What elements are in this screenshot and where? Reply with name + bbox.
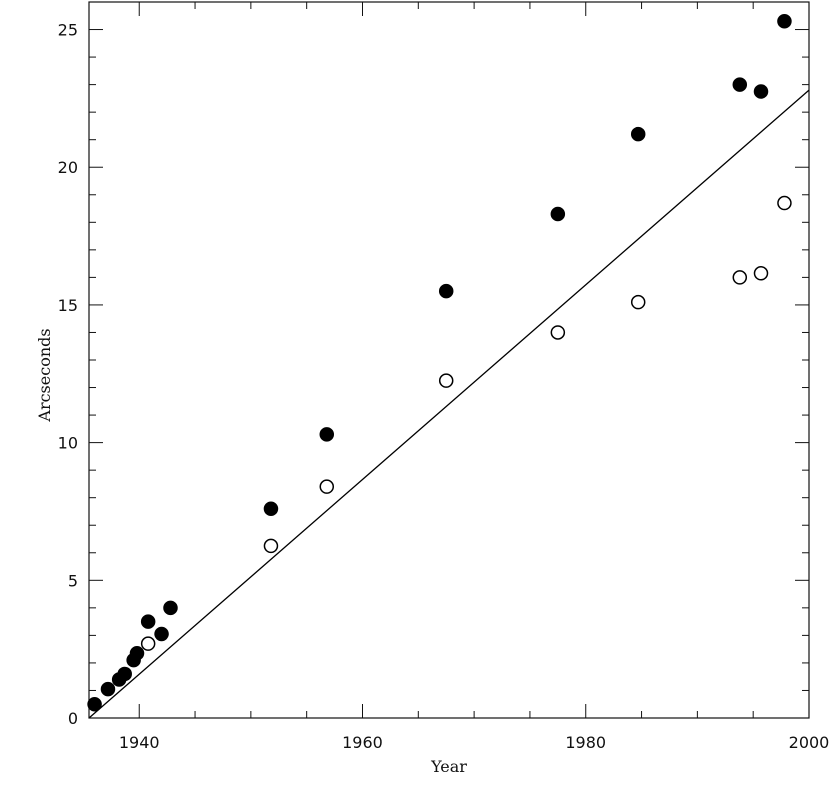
filled-data-point	[129, 646, 145, 661]
trend-line-layer	[88, 89, 810, 719]
filled-data-point	[100, 681, 116, 697]
y-tick-label: 20	[58, 158, 78, 177]
x-tick-label: 1940	[119, 733, 160, 752]
filled-data-point	[630, 126, 646, 142]
y-tick-label: 5	[68, 571, 78, 590]
filled-data-point	[117, 666, 132, 682]
open-data-point	[550, 325, 566, 340]
x-tick-label: 1980	[565, 733, 606, 752]
x-axis-title: Year	[430, 757, 467, 776]
filled-data-point	[319, 427, 335, 442]
x-tick-label: 1960	[342, 733, 383, 752]
filled-data-point	[87, 696, 102, 712]
filled-data-point	[732, 77, 748, 92]
open-data-point	[438, 373, 454, 388]
x-tick-label: 2000	[789, 733, 830, 752]
filled-data-point	[753, 84, 769, 99]
y-tick-label: 0	[68, 709, 78, 728]
filled-data-point	[263, 501, 279, 516]
filled-data-point	[777, 14, 792, 29]
filled-data-point	[550, 206, 566, 222]
y-tick-label: 25	[58, 21, 78, 40]
y-tick-label: 10	[58, 434, 78, 453]
filled-data-point	[163, 600, 178, 616]
open-data-point	[777, 195, 792, 211]
filled-data-point	[154, 626, 169, 642]
trend-line	[88, 89, 810, 719]
y-tick-label: 15	[58, 296, 78, 315]
open-data-point	[263, 538, 279, 554]
plot-frame	[88, 1, 810, 719]
filled-data-point	[140, 614, 156, 629]
data-points-layer	[87, 14, 792, 712]
plot-frame-layer	[88, 1, 810, 719]
open-data-point	[732, 270, 748, 285]
open-data-point	[319, 479, 335, 494]
axis-labels-layer: Year Arcseconds	[35, 328, 467, 776]
open-data-point	[630, 294, 646, 310]
open-data-point	[140, 636, 156, 651]
filled-data-point	[438, 283, 454, 299]
axis-ticks-layer: 1940 1960 1980 2000 0 5 10 15 20 25	[58, 2, 830, 752]
y-axis-title: Arcseconds	[35, 328, 54, 422]
open-data-point	[753, 266, 769, 281]
